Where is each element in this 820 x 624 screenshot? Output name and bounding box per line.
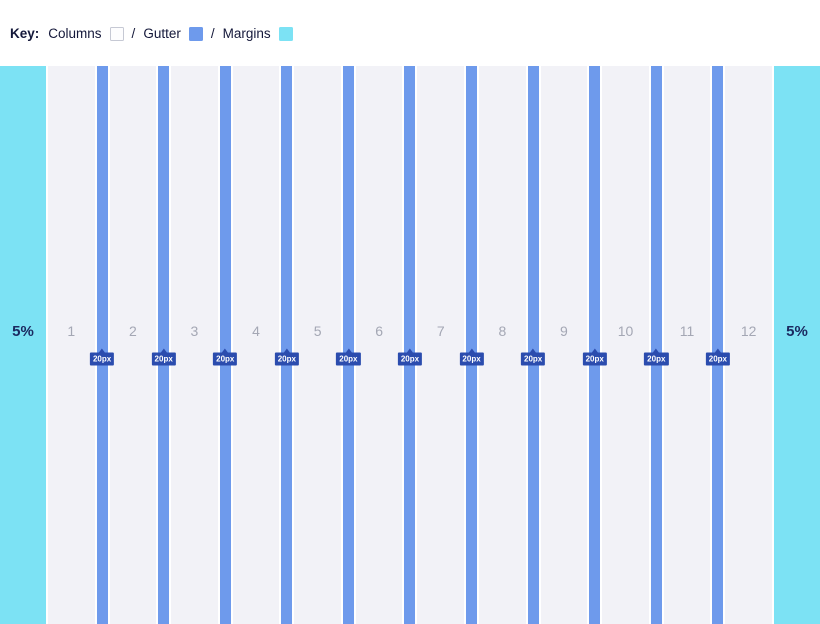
legend-separator: / (131, 26, 136, 41)
gutter-bar (158, 66, 170, 624)
grid-gutter: 20px (582, 66, 607, 624)
grid-gutter: 20px (644, 66, 669, 624)
gutter-width-badge: 20px (151, 352, 176, 366)
column-number: 7 (436, 323, 445, 339)
gutter-width-badge: 20px (459, 352, 484, 366)
column-number: 5 (313, 323, 322, 339)
gutter-swatch (188, 27, 203, 41)
gutter-width-badge: 20px (397, 352, 423, 366)
grid-column: 9 (540, 66, 588, 624)
gutter-width-badge: 20px (89, 352, 115, 366)
gutter-bar (650, 66, 662, 624)
grid-gutter: 20px (521, 66, 546, 624)
gutter-width-badge: 20px (705, 352, 730, 366)
legend-item-gutter: Gutter (143, 27, 203, 41)
margin-label: 5% (786, 322, 808, 340)
gutter-width-badge: 20px (582, 352, 607, 366)
grid-column: 5 (294, 66, 341, 624)
legend-item-columns: Columns (48, 26, 124, 41)
columns-track: 1 20px 2 20px 3 20px 4 20px 5 20px 6 20p… (46, 66, 774, 624)
gutter-width-badge: 20px (213, 352, 238, 366)
grid-gutter: 20px (705, 66, 730, 624)
grid-visualization: 5% 1 20px 2 20px 3 20px 4 20px 5 20px 6 (0, 66, 820, 624)
column-number: 2 (128, 323, 137, 339)
gutter-bar (589, 66, 601, 624)
column-number: 8 (498, 323, 507, 339)
gutter-width-badge: 20px (644, 352, 669, 366)
grid-column: 7 (417, 66, 465, 624)
legend-separator: / (210, 26, 215, 41)
column-number: 3 (190, 323, 199, 339)
gutter-width-badge: 20px (521, 352, 546, 366)
column-number: 11 (679, 323, 695, 339)
legend: Key: Columns / Gutter / Margins (10, 27, 293, 41)
column-number: 1 (67, 323, 76, 339)
gutter-bar (404, 66, 416, 624)
column-number: 12 (740, 323, 757, 339)
right-margin: 5% (774, 66, 820, 624)
grid-column: 2 (109, 66, 157, 624)
grid-gutter: 20px (151, 66, 176, 624)
grid-column: 10 (602, 66, 649, 624)
grid-gutter: 20px (213, 66, 238, 624)
grid-gutter: 20px (336, 66, 361, 624)
grid-column: 11 (663, 66, 711, 624)
gutter-bar (466, 66, 478, 624)
gutter-bar (219, 66, 231, 624)
legend-columns-label: Columns (48, 26, 102, 41)
gutter-width-badge: 20px (336, 352, 361, 366)
gutter-bar (281, 66, 293, 624)
column-number: 10 (617, 323, 634, 339)
grid-gutter: 20px (274, 66, 299, 624)
left-margin: 5% (0, 66, 46, 624)
columns-swatch (109, 27, 124, 41)
gutter-width-badge: 20px (274, 352, 299, 366)
grid-gutter: 20px (459, 66, 484, 624)
grid-column: 4 (232, 66, 280, 624)
margins-swatch (278, 27, 293, 41)
column-number: 9 (560, 323, 568, 339)
gutter-bar (96, 66, 108, 624)
margin-label: 5% (12, 322, 34, 340)
grid-column: 1 (48, 66, 95, 624)
column-number: 6 (375, 323, 384, 339)
grid-column: 6 (355, 66, 403, 624)
gutter-bar (527, 66, 539, 624)
grid-column: 12 (725, 66, 772, 624)
grid-gutter: 20px (89, 66, 115, 624)
legend-margins-label: Margins (222, 26, 271, 41)
legend-gutter-label: Gutter (143, 26, 181, 41)
legend-item-margins: Margins (223, 27, 293, 41)
grid-gutter: 20px (397, 66, 423, 624)
gutter-bar (342, 66, 354, 624)
grid-column: 3 (171, 66, 218, 624)
gutter-bar (712, 66, 724, 624)
grid-column: 8 (479, 66, 526, 624)
column-number: 4 (252, 323, 260, 339)
legend-key-label: Key: (10, 26, 40, 41)
